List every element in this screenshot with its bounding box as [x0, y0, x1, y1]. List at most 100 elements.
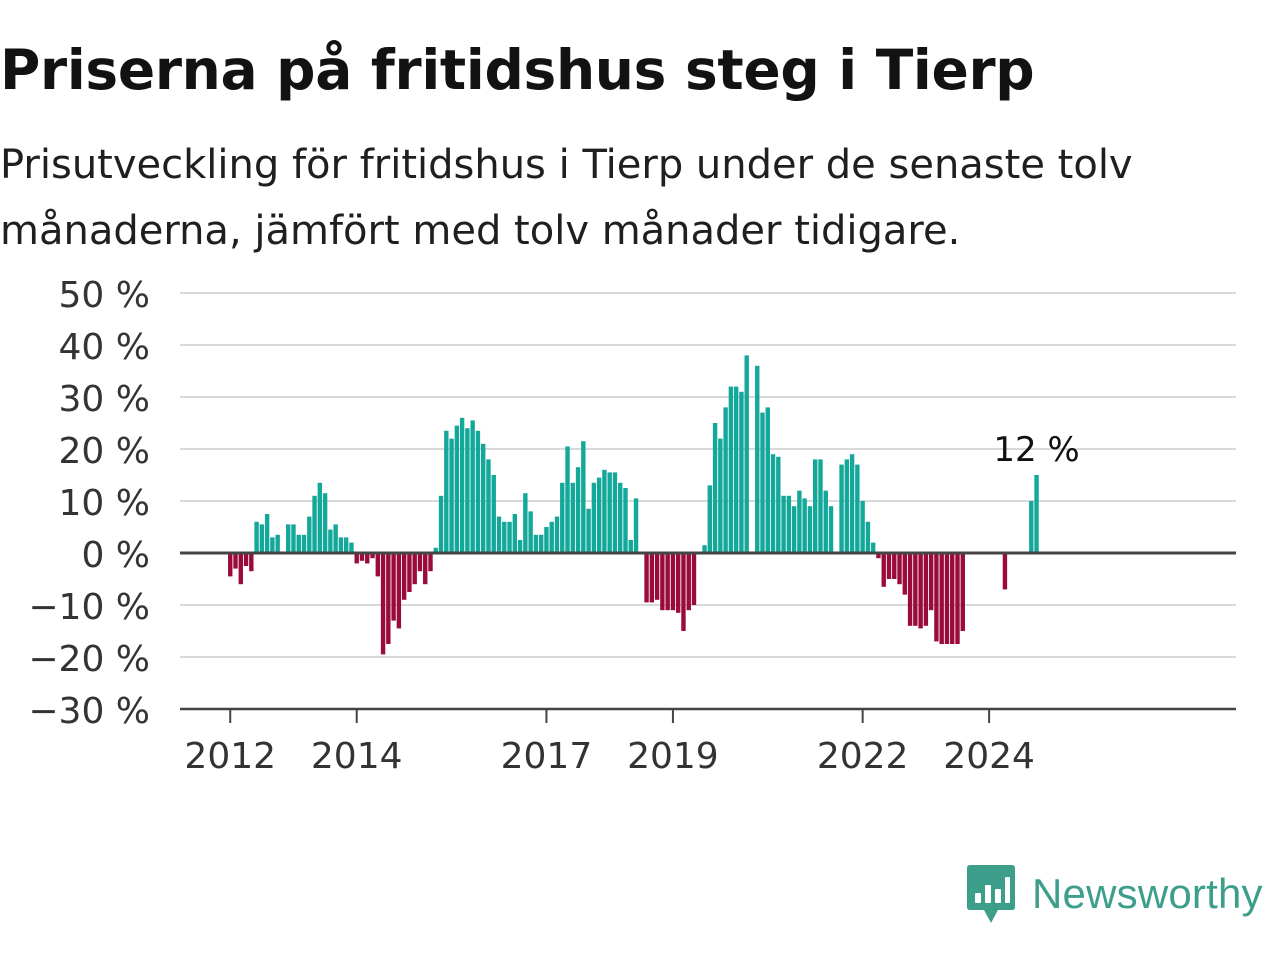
bar [860, 501, 865, 553]
bar [654, 553, 660, 600]
bar [581, 441, 586, 553]
bar [839, 464, 844, 553]
bar [675, 553, 681, 613]
y-tick-label: 10 % [59, 483, 150, 524]
bar [533, 534, 539, 553]
bar [401, 553, 407, 600]
bar [228, 553, 233, 577]
bar [828, 506, 834, 553]
bar [755, 365, 760, 553]
bar [270, 537, 275, 553]
grid-lines [180, 292, 1236, 658]
bar [317, 482, 323, 553]
bar [797, 490, 802, 553]
bar [707, 485, 713, 553]
bar [781, 495, 786, 553]
bar [380, 553, 386, 655]
bar [370, 553, 375, 559]
bar [733, 386, 739, 553]
bar [855, 464, 860, 553]
x-tick-label: 2014 [311, 736, 403, 777]
bar [459, 417, 465, 553]
y-tick-label: −10 % [28, 587, 150, 628]
x-tick-label: 2024 [943, 736, 1035, 777]
bar [486, 459, 491, 553]
bar [618, 482, 623, 553]
bar [881, 553, 886, 587]
annotations: 12 % [993, 430, 1079, 470]
last-value-label: 12 % [993, 430, 1079, 470]
bar [644, 553, 649, 603]
y-tick-label: −30 % [28, 691, 150, 732]
bar [607, 472, 612, 553]
y-tick-label: 50 % [59, 275, 150, 316]
bar [739, 391, 744, 553]
bar [312, 495, 317, 553]
bar [307, 516, 312, 553]
bar [786, 495, 792, 553]
bar [823, 490, 828, 553]
bar [1002, 553, 1008, 590]
bar [886, 553, 892, 579]
bar [549, 521, 554, 553]
bar [354, 553, 359, 564]
bar [554, 516, 560, 553]
bar [428, 553, 433, 572]
newsworthy-brand: Newsworthy [966, 862, 1263, 926]
bar [291, 524, 296, 553]
bar [570, 482, 575, 553]
bar [365, 553, 370, 564]
bar [660, 553, 665, 611]
bar-chart: 50 % 40 % 30 % 20 % 10 % 0 % −10 % −20 % −30 % 2… [28, 275, 1236, 777]
bar [791, 506, 797, 553]
bar [512, 514, 518, 553]
bar [913, 553, 918, 626]
bar [586, 508, 591, 553]
bar [960, 553, 965, 631]
brand-name: Newsworthy [1032, 870, 1263, 917]
bar [575, 467, 581, 553]
bar [628, 540, 633, 553]
bar [923, 553, 929, 626]
bar [322, 493, 328, 553]
newsworthy-logo-icon [967, 865, 1015, 923]
bar [776, 456, 781, 553]
bar [496, 516, 502, 553]
bar [412, 553, 417, 585]
bar [502, 521, 507, 553]
bar [449, 438, 454, 553]
bar [807, 506, 813, 553]
bar [475, 430, 481, 553]
bar [681, 553, 686, 631]
bar [538, 534, 544, 553]
bar [333, 524, 338, 553]
bar [802, 498, 807, 553]
chart-title: Priserna på fritidshus steg i Tierp [0, 38, 1035, 102]
bar [876, 553, 881, 559]
bar [391, 553, 396, 621]
bar [491, 475, 496, 553]
x-tick-label: 2019 [627, 736, 719, 777]
bar [417, 553, 423, 572]
bar [233, 553, 238, 569]
bar [454, 425, 460, 553]
bar [565, 446, 570, 553]
bar [465, 428, 470, 553]
bar [633, 498, 639, 553]
bar [649, 553, 655, 603]
bar [523, 493, 528, 553]
bar [765, 407, 770, 553]
bar [723, 407, 728, 553]
bars [228, 355, 1039, 655]
bar [286, 524, 291, 553]
y-tick-label: 20 % [59, 431, 150, 472]
bar [712, 423, 718, 553]
bar [275, 534, 280, 553]
bar [691, 553, 697, 605]
bar [813, 459, 818, 553]
bar [770, 454, 776, 553]
bar [359, 553, 365, 561]
bar [254, 521, 259, 553]
bar [481, 443, 486, 553]
bar [934, 553, 939, 642]
